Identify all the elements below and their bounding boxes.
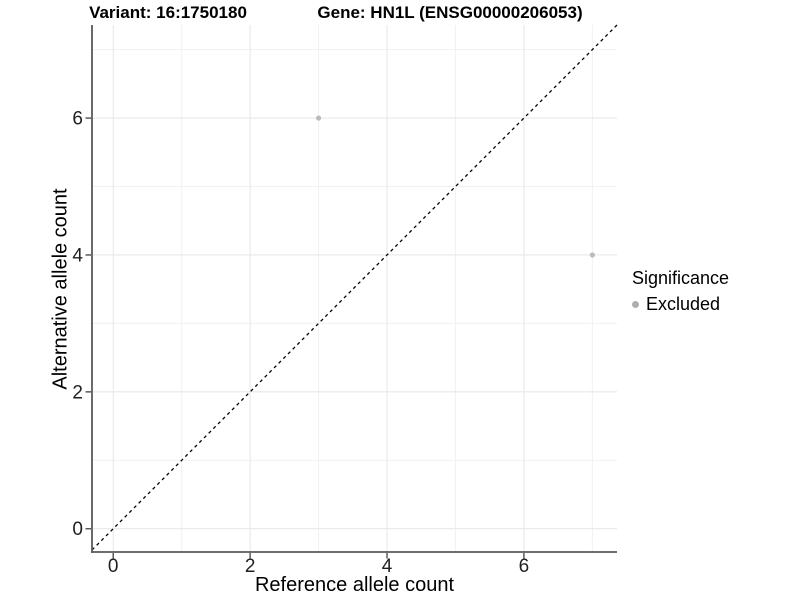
legend-entry-label: Excluded (646, 294, 721, 314)
x-tick-label: 4 (382, 556, 393, 577)
plot-title-variant: Variant: 16:1750180 (89, 3, 247, 22)
y-tick-label: 0 (72, 519, 83, 540)
x-tick-label: 2 (245, 556, 256, 577)
data-point (589, 252, 595, 258)
legend: Significance Excluded (632, 268, 729, 315)
legend-title: Significance (632, 268, 730, 288)
legend-key-dot-icon (632, 301, 639, 308)
y-tick-label: 6 (72, 109, 83, 130)
y-axis-title: Alternative allele count (49, 188, 72, 390)
x-axis-title: Reference allele count (254, 574, 454, 596)
plot-title-gene: Gene: HN1L (ENSG00000206053) (317, 3, 583, 22)
x-tick-label: 6 (519, 556, 530, 577)
identity-line (91, 24, 618, 551)
legend-entries: Excluded (632, 294, 729, 315)
y-tick-label: 4 (72, 245, 83, 266)
x-tick-label: 0 (108, 556, 119, 577)
data-point (315, 115, 322, 121)
y-tick-label: 2 (72, 382, 83, 403)
legend-entry: Excluded (632, 294, 729, 315)
